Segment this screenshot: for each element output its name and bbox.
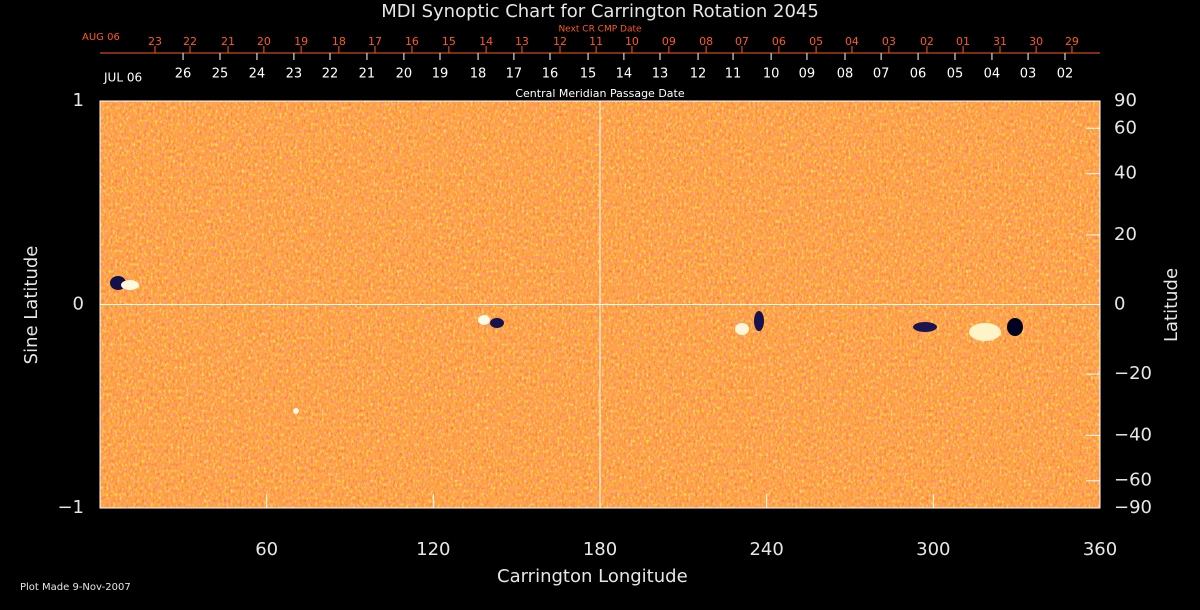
top-axis-tick-label: 07 bbox=[873, 67, 890, 82]
spot bbox=[913, 322, 937, 332]
chart-title: MDI Synoptic Chart for Carrington Rotati… bbox=[381, 1, 819, 22]
top-axis-tick-label: 13 bbox=[652, 67, 669, 82]
top-axis-tick-label: 21 bbox=[221, 35, 235, 48]
top-axis-tick-label: 16 bbox=[542, 67, 559, 82]
x-tick-label: 120 bbox=[416, 539, 450, 560]
top-axis-title: Central Meridian Passage Date bbox=[515, 87, 684, 100]
top-axis-tick-label: 14 bbox=[479, 35, 493, 48]
spot bbox=[490, 318, 504, 328]
top-axis-tick-label: 17 bbox=[368, 35, 382, 48]
y2-tick-label: 0 bbox=[1114, 294, 1125, 315]
top-axis-tick-label: 02 bbox=[1057, 67, 1074, 82]
y-tick-label: −1 bbox=[57, 497, 84, 518]
spot bbox=[293, 408, 299, 414]
top-axis-tick-label: 03 bbox=[1020, 67, 1037, 82]
y2-tick-label: 90 bbox=[1114, 90, 1137, 111]
top-axis-tick-label: 08 bbox=[699, 35, 713, 48]
top-axis-tick-label: 12 bbox=[690, 67, 707, 82]
top-axis-tick-label: 25 bbox=[212, 67, 229, 82]
top-axis-start-label: JUL 06 bbox=[103, 71, 142, 85]
top-axis-tick-label: 23 bbox=[148, 35, 162, 48]
top-axis-tick-label: 19 bbox=[294, 35, 308, 48]
top-axis-tick-label: 18 bbox=[332, 35, 346, 48]
spot bbox=[1007, 318, 1023, 336]
top-axis-tick-label: 01 bbox=[956, 35, 970, 48]
x-tick-label: 180 bbox=[583, 539, 617, 560]
y-axis-title: Sine Latitude bbox=[21, 246, 42, 365]
footer: Plot Made 9-Nov-2007 bbox=[20, 582, 131, 593]
spot bbox=[735, 323, 749, 335]
top-axis-start-label: AUG 06 bbox=[82, 32, 120, 43]
top-axis-tick-label: 10 bbox=[763, 67, 780, 82]
top-axis-tick-label: 02 bbox=[920, 35, 934, 48]
top-axis-tick-label: 18 bbox=[470, 67, 487, 82]
y-tick-label: 1 bbox=[73, 90, 84, 111]
y2-tick-label: 20 bbox=[1114, 224, 1137, 245]
top-axis-tick-label: 20 bbox=[257, 35, 271, 48]
top-axis-tick-label: 20 bbox=[396, 67, 413, 82]
x-tick-label: 60 bbox=[255, 539, 278, 560]
top-axis-tick-label: 17 bbox=[506, 67, 523, 82]
y2-tick-label: −40 bbox=[1114, 424, 1152, 445]
top-axis-tick-label: 22 bbox=[322, 67, 339, 82]
spot bbox=[969, 323, 1001, 341]
x-tick-label: 300 bbox=[916, 539, 950, 560]
y2-tick-label: −90 bbox=[1114, 497, 1152, 518]
top-axis-tick-label: 11 bbox=[589, 35, 603, 48]
top-axis-tick-label: 14 bbox=[616, 67, 633, 82]
top-axis-tick-label: 23 bbox=[286, 67, 303, 82]
top-axis-tick-label: 06 bbox=[910, 67, 927, 82]
top-axis-tick-label: 09 bbox=[799, 67, 816, 82]
top-axis-tick-label: 30 bbox=[1029, 35, 1043, 48]
x-tick-label: 360 bbox=[1083, 539, 1117, 560]
top-axis-tick-label: 03 bbox=[882, 35, 896, 48]
y2-axis-title: Latitude bbox=[1161, 268, 1182, 342]
top-axis-tick-label: 04 bbox=[845, 35, 859, 48]
spot bbox=[121, 280, 139, 290]
top-axis-tick-label: 05 bbox=[809, 35, 823, 48]
y2-tick-label: 60 bbox=[1114, 117, 1137, 138]
x-tick-label: 240 bbox=[749, 539, 783, 560]
top-axis-tick-label: 05 bbox=[947, 67, 964, 82]
y2-tick-label: −20 bbox=[1114, 363, 1152, 384]
top-axis-tick-label: 09 bbox=[662, 35, 676, 48]
top-axis-tick-label: 29 bbox=[1065, 35, 1079, 48]
x-axis-title: Carrington Longitude bbox=[497, 566, 688, 587]
active-regions bbox=[110, 276, 1023, 414]
top-axis-tick-label: 24 bbox=[249, 67, 266, 82]
top-axis-tick-label: 10 bbox=[625, 35, 639, 48]
spot bbox=[754, 311, 764, 331]
top-axis-tick-label: 19 bbox=[432, 67, 449, 82]
top-axis-tick-label: 07 bbox=[735, 35, 749, 48]
y2-tick-label: 40 bbox=[1114, 163, 1137, 184]
top-axis-tick-label: 13 bbox=[515, 35, 529, 48]
top-axis-tick-label: 21 bbox=[359, 67, 376, 82]
spot bbox=[478, 315, 490, 325]
top-axis-tick-label: 22 bbox=[183, 35, 197, 48]
y2-tick-label: −60 bbox=[1114, 470, 1152, 491]
top-axis-tick-label: 04 bbox=[984, 67, 1001, 82]
top-axis-tick-label: 11 bbox=[725, 67, 742, 82]
top-axis-tick-label: 31 bbox=[993, 35, 1007, 48]
top-axis-tick-label: 16 bbox=[405, 35, 419, 48]
top-axis-tick-label: 12 bbox=[553, 35, 567, 48]
top-axis-tick-label: 15 bbox=[580, 67, 597, 82]
top-axis-tick-label: 26 bbox=[175, 67, 192, 82]
top-axis-tick-label: 08 bbox=[837, 67, 854, 82]
top-axis-tick-label: 06 bbox=[772, 35, 786, 48]
top-axis-title: Next CR CMP Date bbox=[558, 25, 642, 35]
top-axis-tick-label: 15 bbox=[442, 35, 456, 48]
y-tick-label: 0 bbox=[73, 294, 84, 315]
